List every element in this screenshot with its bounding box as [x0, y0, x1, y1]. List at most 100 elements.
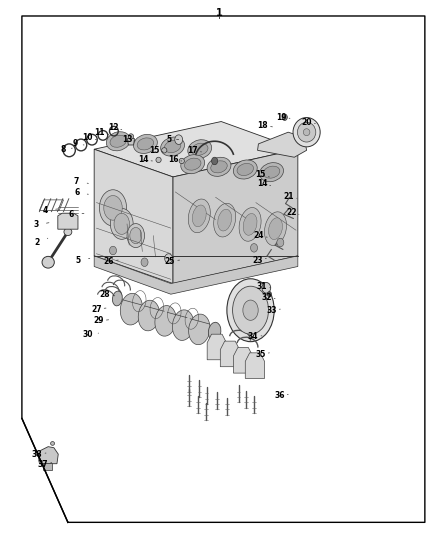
Ellipse shape [181, 155, 205, 174]
Ellipse shape [263, 166, 280, 178]
Polygon shape [245, 353, 265, 378]
Ellipse shape [138, 300, 159, 331]
Text: 6: 6 [74, 189, 79, 197]
Text: 29: 29 [93, 317, 104, 325]
Ellipse shape [211, 161, 227, 173]
Ellipse shape [218, 209, 232, 231]
Text: 32: 32 [261, 293, 272, 302]
Text: 24: 24 [253, 231, 264, 240]
Circle shape [251, 244, 258, 252]
Polygon shape [207, 334, 226, 360]
Text: 35: 35 [255, 350, 266, 359]
Text: 5: 5 [75, 256, 81, 264]
Text: 7: 7 [74, 177, 79, 185]
Text: 20: 20 [301, 118, 312, 127]
Text: 17: 17 [187, 146, 198, 155]
Ellipse shape [110, 208, 133, 239]
Text: 2: 2 [35, 238, 40, 247]
Text: 13: 13 [122, 135, 132, 144]
Ellipse shape [260, 163, 283, 182]
Text: 31: 31 [257, 282, 267, 291]
Polygon shape [94, 122, 298, 177]
Text: 26: 26 [103, 257, 114, 265]
Ellipse shape [127, 223, 145, 247]
Ellipse shape [237, 164, 254, 175]
Ellipse shape [191, 143, 208, 155]
Ellipse shape [239, 207, 261, 241]
Ellipse shape [130, 228, 142, 244]
Text: 16: 16 [168, 156, 178, 164]
Ellipse shape [268, 218, 283, 239]
Ellipse shape [164, 141, 181, 152]
Circle shape [267, 292, 272, 297]
Ellipse shape [128, 134, 134, 139]
Ellipse shape [161, 137, 184, 156]
Circle shape [165, 254, 173, 263]
Circle shape [212, 157, 218, 165]
Ellipse shape [192, 205, 206, 227]
Text: 9: 9 [73, 140, 78, 148]
Ellipse shape [156, 157, 161, 163]
Polygon shape [94, 149, 173, 284]
Text: 25: 25 [165, 257, 175, 265]
Text: 8: 8 [61, 145, 66, 154]
Text: 12: 12 [108, 124, 118, 132]
Ellipse shape [293, 117, 320, 147]
Ellipse shape [297, 122, 316, 142]
Ellipse shape [64, 228, 72, 236]
Text: 15: 15 [149, 146, 159, 155]
Text: 10: 10 [82, 133, 93, 142]
Ellipse shape [233, 160, 257, 179]
Text: 23: 23 [252, 256, 263, 264]
Polygon shape [127, 139, 134, 145]
Ellipse shape [233, 286, 268, 334]
Ellipse shape [137, 138, 154, 150]
Text: 14: 14 [138, 156, 148, 164]
Text: 15: 15 [255, 171, 266, 179]
Circle shape [262, 282, 271, 293]
Ellipse shape [110, 135, 127, 147]
Text: 28: 28 [100, 290, 110, 298]
Polygon shape [173, 149, 298, 284]
Ellipse shape [114, 213, 130, 235]
Text: 22: 22 [286, 208, 297, 216]
Circle shape [110, 246, 117, 255]
Ellipse shape [155, 305, 176, 336]
Ellipse shape [104, 196, 122, 220]
Ellipse shape [214, 203, 236, 237]
Ellipse shape [50, 441, 54, 445]
Text: 21: 21 [284, 192, 294, 200]
Text: 36: 36 [274, 391, 285, 400]
Ellipse shape [303, 129, 310, 136]
Polygon shape [94, 256, 298, 294]
Polygon shape [258, 132, 307, 157]
Ellipse shape [173, 310, 194, 341]
Polygon shape [233, 348, 253, 373]
Text: 5: 5 [166, 135, 171, 144]
Circle shape [175, 135, 183, 144]
Text: 3: 3 [33, 221, 39, 229]
Ellipse shape [179, 158, 184, 164]
Text: 27: 27 [91, 305, 102, 313]
Ellipse shape [106, 132, 130, 151]
Ellipse shape [243, 300, 258, 320]
Ellipse shape [42, 256, 54, 268]
Ellipse shape [207, 157, 231, 176]
Ellipse shape [99, 190, 127, 226]
Polygon shape [39, 447, 58, 464]
Text: 4: 4 [42, 206, 48, 215]
Text: 33: 33 [266, 306, 277, 314]
Text: 18: 18 [258, 121, 268, 130]
Text: 34: 34 [248, 333, 258, 341]
Text: 11: 11 [95, 128, 105, 136]
Circle shape [277, 238, 284, 247]
Text: 19: 19 [276, 113, 286, 122]
Ellipse shape [120, 293, 142, 325]
Ellipse shape [188, 140, 212, 159]
Ellipse shape [113, 291, 122, 306]
Ellipse shape [162, 148, 167, 153]
Ellipse shape [134, 134, 157, 154]
Ellipse shape [227, 279, 274, 342]
Ellipse shape [208, 322, 221, 341]
Text: 14: 14 [257, 180, 267, 188]
